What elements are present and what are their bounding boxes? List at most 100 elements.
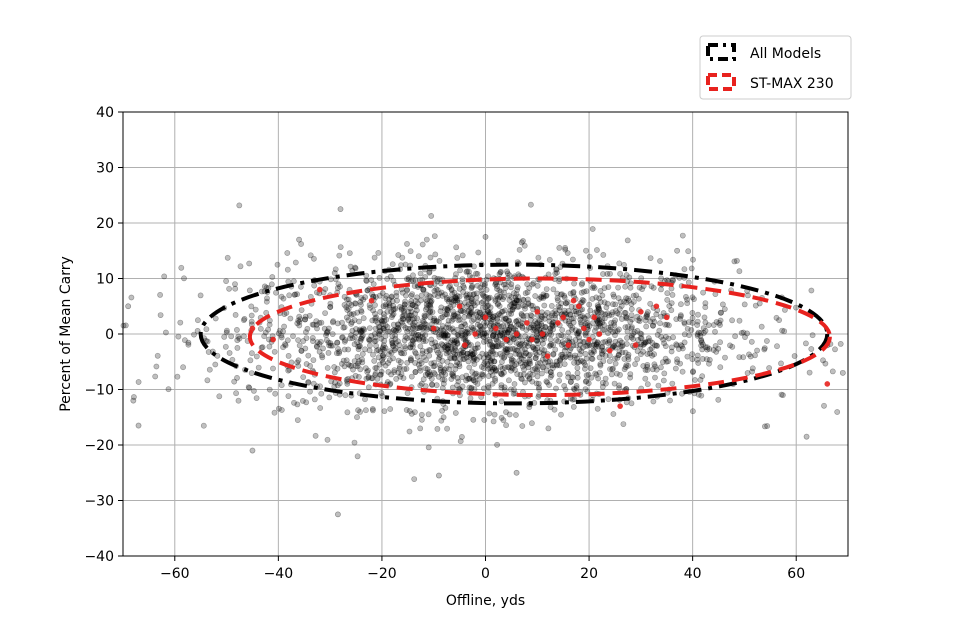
point-all-models xyxy=(578,357,584,364)
point-all-models xyxy=(384,308,391,315)
point-all-models xyxy=(589,320,596,326)
point-all-models xyxy=(284,266,291,273)
point-all-models xyxy=(236,335,243,342)
point-all-models xyxy=(378,368,385,375)
point-all-models xyxy=(440,331,447,338)
point-all-models xyxy=(575,309,582,316)
point-all-models xyxy=(736,354,743,360)
point-all-models xyxy=(359,351,366,357)
point-all-models xyxy=(513,318,519,325)
point-all-models xyxy=(581,359,587,366)
point-all-models xyxy=(599,379,606,386)
point-all-models xyxy=(562,299,569,306)
point-all-models xyxy=(226,350,233,356)
point-all-models xyxy=(686,319,692,325)
point-all-models xyxy=(261,333,268,340)
point-all-models xyxy=(409,341,416,348)
point-all-models xyxy=(628,400,635,407)
point-all-models xyxy=(332,266,339,273)
point-all-models xyxy=(561,294,568,301)
point-all-models xyxy=(625,353,631,360)
point-all-models xyxy=(511,299,518,306)
point-all-models xyxy=(508,302,515,308)
point-all-models xyxy=(494,285,500,292)
point-all-models xyxy=(535,254,542,261)
point-all-models xyxy=(652,374,658,381)
point-all-models xyxy=(398,306,405,313)
point-all-models xyxy=(448,286,455,293)
point-all-models xyxy=(389,340,396,347)
point-all-models xyxy=(451,289,458,296)
point-all-models xyxy=(752,352,758,359)
point-all-models xyxy=(594,309,601,316)
point-all-models xyxy=(307,362,313,369)
point-all-models xyxy=(423,357,429,363)
point-all-models xyxy=(649,339,656,346)
point-all-models xyxy=(266,343,273,350)
point-all-models xyxy=(556,377,562,384)
point-all-models xyxy=(425,444,432,451)
point-all-models xyxy=(508,294,515,300)
point-all-models xyxy=(298,241,304,247)
point-all-models xyxy=(473,290,480,297)
point-all-models xyxy=(706,360,712,367)
point-all-models xyxy=(494,343,500,350)
point-all-models xyxy=(339,334,346,341)
point-all-models xyxy=(455,378,462,385)
point-all-models xyxy=(593,324,599,331)
point-all-models xyxy=(591,338,598,345)
point-all-models xyxy=(573,342,580,349)
point-all-models xyxy=(466,375,472,382)
point-st-max-230 xyxy=(529,336,535,343)
point-all-models xyxy=(382,362,389,369)
point-all-models xyxy=(366,342,373,349)
point-all-models xyxy=(637,315,643,322)
point-all-models xyxy=(479,372,486,379)
point-all-models xyxy=(570,403,577,410)
point-all-models xyxy=(545,358,552,365)
point-all-models xyxy=(522,305,528,312)
point-all-models xyxy=(379,346,386,352)
point-all-models xyxy=(487,304,494,311)
point-all-models xyxy=(546,325,553,332)
point-all-models xyxy=(514,347,521,354)
point-all-models xyxy=(297,316,304,323)
point-all-models xyxy=(604,300,611,307)
point-all-models xyxy=(658,364,664,371)
point-all-models xyxy=(469,369,476,375)
point-all-models xyxy=(634,348,641,355)
point-all-models xyxy=(550,351,557,358)
point-all-models xyxy=(455,317,462,324)
point-all-models xyxy=(640,341,647,348)
point-all-models xyxy=(678,301,684,308)
point-all-models xyxy=(451,311,457,318)
point-all-models xyxy=(493,337,500,344)
point-all-models xyxy=(665,335,672,342)
point-all-models xyxy=(302,329,309,335)
point-all-models xyxy=(583,372,590,379)
point-all-models xyxy=(153,363,160,370)
point-all-models xyxy=(588,349,594,356)
point-all-models xyxy=(579,358,586,365)
point-all-models xyxy=(324,329,331,336)
point-all-models xyxy=(480,338,487,345)
point-all-models xyxy=(407,344,414,351)
point-all-models xyxy=(619,316,625,322)
point-all-models xyxy=(518,239,525,246)
point-all-models xyxy=(525,301,532,307)
point-all-models xyxy=(294,401,301,408)
point-all-models xyxy=(702,344,709,351)
point-all-models xyxy=(684,353,691,360)
point-all-models xyxy=(575,330,582,336)
point-all-models xyxy=(387,273,394,280)
point-all-models xyxy=(559,339,566,345)
point-all-models xyxy=(471,302,478,309)
point-all-models xyxy=(415,336,422,343)
point-all-models xyxy=(461,299,468,306)
point-all-models xyxy=(774,343,780,350)
point-all-models xyxy=(352,265,359,272)
point-all-models xyxy=(470,377,477,383)
point-all-models xyxy=(459,374,466,381)
point-all-models xyxy=(474,341,481,348)
point-all-models xyxy=(695,329,702,336)
